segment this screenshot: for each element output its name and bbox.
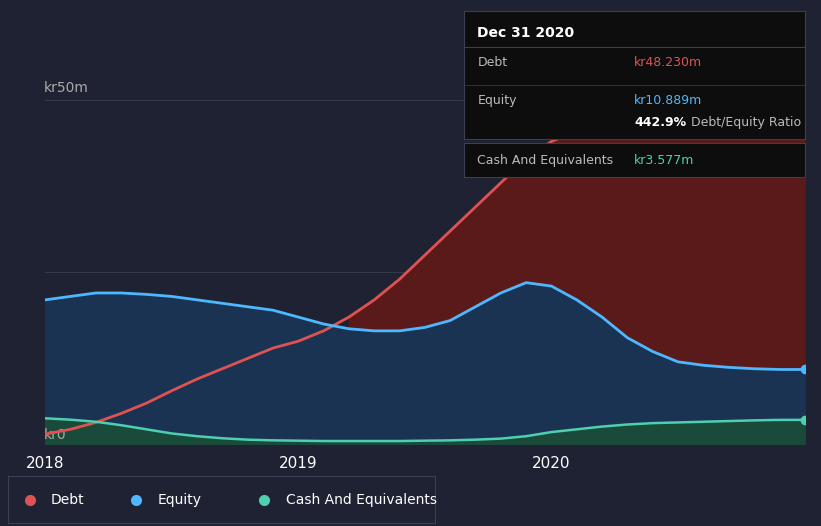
Text: Dec 31 2020: Dec 31 2020 — [478, 26, 575, 40]
Text: Cash And Equivalents: Cash And Equivalents — [478, 154, 613, 167]
Text: kr10.889m: kr10.889m — [635, 94, 703, 107]
Text: 442.9%: 442.9% — [635, 116, 686, 129]
Text: Debt: Debt — [478, 56, 507, 68]
Text: kr50m: kr50m — [44, 80, 89, 95]
Text: Equity: Equity — [158, 493, 202, 507]
Text: kr3.577m: kr3.577m — [635, 154, 695, 167]
Text: Debt/Equity Ratio: Debt/Equity Ratio — [687, 116, 801, 129]
Text: kr48.230m: kr48.230m — [635, 56, 702, 68]
Text: kr0: kr0 — [44, 428, 67, 442]
Text: Equity: Equity — [478, 94, 517, 107]
Text: Debt: Debt — [51, 493, 85, 507]
Text: Cash And Equivalents: Cash And Equivalents — [286, 493, 437, 507]
